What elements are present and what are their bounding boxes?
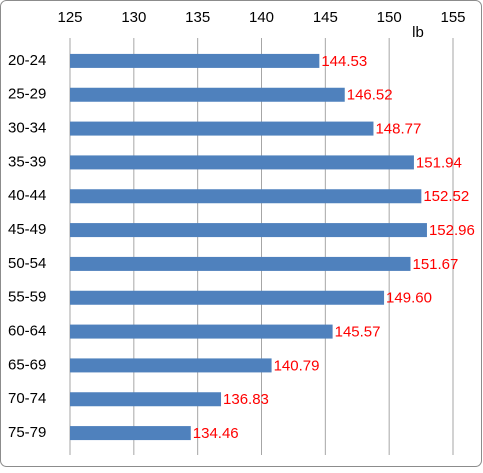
x-tick-label: 155 [440,9,465,26]
value-label: 152.52 [423,188,469,205]
bar [70,87,345,102]
x-tick-label: 125 [57,9,82,26]
value-label: 134.46 [193,425,239,442]
bar [70,155,414,170]
y-tick-label: 65-69 [8,356,46,373]
x-tick-label: 145 [313,9,338,26]
y-tick-label: 35-39 [8,153,46,170]
y-tick-label: 70-74 [8,390,46,407]
value-label: 151.94 [416,154,462,171]
bar [70,53,320,68]
y-tick-label: 40-44 [8,187,46,204]
y-tick-label: 75-79 [8,424,46,441]
bar [70,121,374,136]
x-tick-label: 140 [249,9,274,26]
y-tick-label: 55-59 [8,289,46,306]
bar [70,223,427,238]
value-label: 144.53 [321,53,367,70]
bar [70,392,222,407]
value-label: 149.60 [386,290,432,307]
bar [70,256,411,271]
value-label: 145.57 [335,324,381,341]
y-tick-label: 30-34 [8,120,46,137]
y-tick-label: 20-24 [8,52,46,69]
x-tick-label: 135 [185,9,210,26]
value-label: 136.83 [223,391,269,408]
y-tick-label: 45-49 [8,221,46,238]
bar [70,324,333,339]
x-tick-label: 130 [121,9,146,26]
value-label: 140.79 [274,357,320,374]
value-label: 148.77 [375,121,421,138]
value-label: 151.67 [412,256,458,273]
bar [70,426,191,441]
value-label: 146.52 [347,87,393,104]
axis-unit-label: lb [412,24,424,41]
y-tick-label: 60-64 [8,323,46,340]
bar [70,189,422,204]
bar [70,358,272,373]
value-label: 152.96 [429,222,475,239]
y-tick-label: 25-29 [8,86,46,103]
y-tick-label: 50-54 [8,255,46,272]
x-tick-label: 150 [377,9,402,26]
bar [70,290,385,305]
